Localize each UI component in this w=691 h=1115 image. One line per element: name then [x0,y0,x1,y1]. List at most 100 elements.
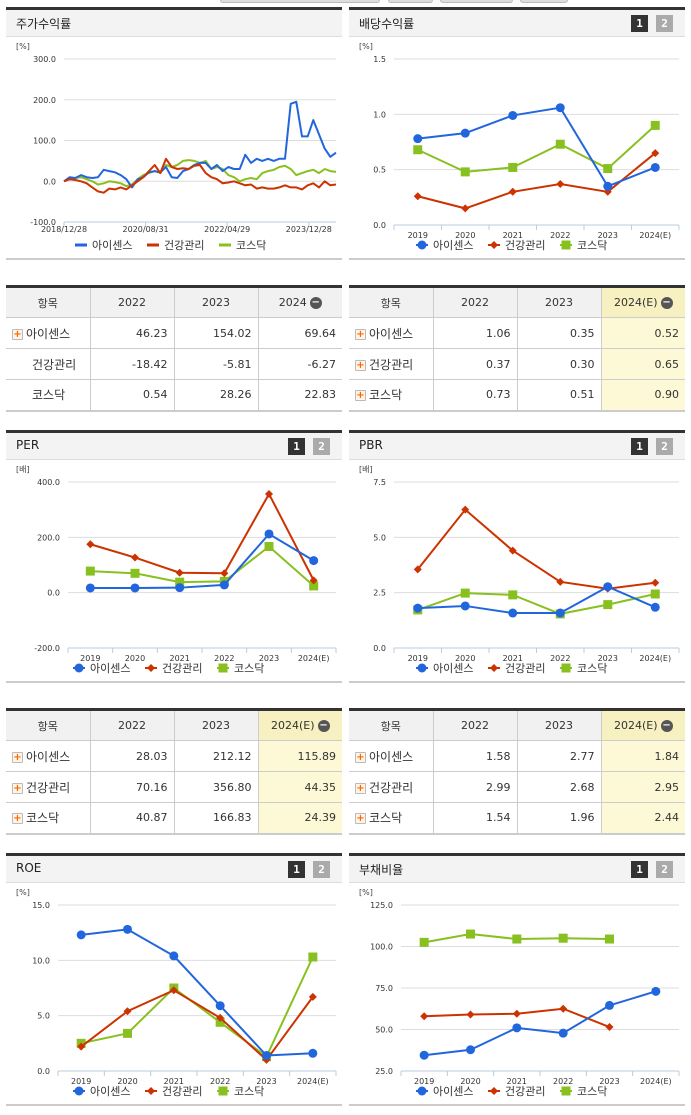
cell: 154.02 [174,317,259,349]
debt-ratio-panel: 부채비율 1 2 [%] 125.0 100.0 75.0 50.0 25.0 2019 20… [349,853,685,1106]
svg-text:2022: 2022 [550,654,570,663]
svg-text:건강관리: 건강관리 [505,1085,545,1098]
col-header: 항목 [6,286,91,318]
cell: 0.52 [601,317,685,349]
legend-item[interactable]: 코스닥 [560,239,607,252]
stock-return-table: 항목 2022 2023 2024− + 아이센스 46.23 154.02 69… [6,285,342,412]
svg-text:코스닥: 코스닥 [234,1085,264,1098]
top-tab[interactable] [440,0,513,3]
top-tab-strip [0,0,691,4]
page-1-button[interactable]: 1 [288,861,305,878]
col-header: 2023 [517,286,602,318]
row-name: + 아이센스 [349,317,434,349]
col-header: 2022 [433,709,518,741]
svg-text:2023: 2023 [259,654,279,663]
roe-panel: ROE 1 2 [%] 15.0 10.0 5.0 0.0 2019 2020 2021 202… [6,853,342,1106]
expand-icon[interactable]: + [355,359,366,371]
table-row: 건강관리 -18.42 -5.81 -6.27 [6,348,342,380]
expand-icon[interactable]: + [12,813,23,825]
series-1 [77,986,317,1064]
cell: 0.73 [433,379,518,411]
svg-text:50.0: 50.0 [375,1026,393,1035]
legend-item[interactable]: 코스닥 [217,662,264,675]
svg-text:-200.0: -200.0 [34,644,60,653]
expand-icon[interactable]: + [355,390,366,402]
page-1-button[interactable]: 1 [631,861,648,878]
legend-item[interactable]: 아이센스 [73,1085,130,1098]
pbr-chart: [배] 7.5 5.0 2.5 0.0 2019 2020 2021 2022 2023 2024(… [349,460,685,683]
legend-item[interactable]: 코스닥 [217,1085,264,1098]
series-0 [85,529,319,593]
svg-text:2019: 2019 [408,654,428,663]
svg-text:2023/12/28: 2023/12/28 [286,225,332,234]
legend-item[interactable]: 코스닥 [560,662,607,675]
svg-text:건강관리: 건강관리 [505,662,545,675]
svg-text:2019: 2019 [71,1077,91,1086]
top-tab[interactable] [220,0,380,3]
legend-item[interactable]: 건강관리 [488,1085,545,1098]
page-2-button[interactable]: 2 [313,861,330,878]
cell: 28.03 [90,740,175,772]
expand-icon[interactable]: + [12,782,23,794]
svg-text:[%]: [%] [359,888,373,897]
collapse-icon[interactable]: − [660,720,673,732]
legend-item[interactable]: 아이센스 [416,239,473,252]
col-header: 2024(E) − [601,286,685,318]
svg-text:125.0: 125.0 [370,901,393,910]
legend-item[interactable]: 아이센스 [416,1085,473,1098]
legend-item[interactable]: 건강관리 [145,1085,202,1098]
collapse-icon[interactable]: − [309,297,322,309]
legend-item[interactable]: 아이센스 [75,239,132,252]
panel-title: ROE [16,861,42,875]
page-1-button[interactable]: 1 [631,438,648,455]
expand-icon[interactable]: + [355,751,366,763]
dividend-table: 항목 2022 2023 2024(E) − + 아이센스 1.06 0.35 0.… [349,285,685,412]
svg-text:2021: 2021 [503,654,523,663]
top-tab[interactable] [388,0,433,3]
legend-item[interactable]: 아이센스 [73,662,130,675]
legend-item[interactable]: 아이센스 [416,662,473,675]
chart-svg: [%]1.5 1.0 0.5 0.0 2019 2020 2021 2022 2023 2024(… [359,42,680,252]
svg-text:0.0: 0.0 [43,177,56,186]
svg-text:[%]: [%] [16,42,30,51]
row-name: + 건강관리 [6,771,91,803]
svg-text:2022: 2022 [553,1077,573,1086]
panel-title: PER [16,438,40,452]
page-2-button[interactable]: 2 [313,438,330,455]
page-1-button[interactable]: 1 [288,438,305,455]
svg-text:코스닥: 코스닥 [577,662,607,675]
series-0 [419,986,661,1060]
expand-icon[interactable]: + [355,328,366,340]
page-2-button[interactable]: 2 [656,438,673,455]
page-2-button[interactable]: 2 [656,861,673,878]
expand-icon[interactable]: + [355,813,366,825]
pbr-table: 항목 2022 2023 2024(E) − + 아이센스 1.58 2.77 1.… [349,708,685,835]
legend-item[interactable]: 코스닥 [560,1085,607,1098]
page-2-button[interactable]: 2 [656,15,673,32]
collapse-icon[interactable]: − [317,720,330,732]
series-1 [420,1004,614,1032]
svg-text:코스닥: 코스닥 [577,239,607,252]
legend-item[interactable]: 건강관리 [147,239,204,252]
series-2 [85,542,319,591]
panel-title: 주가수익률 [16,17,72,31]
col-header: 2024(E) − [601,709,685,741]
table-row: + 아이센스 46.23 154.02 69.64 [6,317,342,349]
stock-return-chart: [%] 300.0 200.0 100.0 0.0 -100.0 2018/12/28 202… [6,37,342,260]
collapse-icon[interactable]: − [660,297,673,309]
row-name: + 코스닥 [6,802,91,834]
legend-item[interactable]: 코스닥 [219,239,266,252]
cell: 212.12 [174,740,259,772]
cell: 0.90 [601,379,685,411]
stock-return-panel: 주가수익률 [%] 300.0 200.0 100.0 0.0 -100.0 2018/12… [6,7,342,260]
svg-text:아이센스: 아이센스 [433,1085,473,1098]
expand-icon[interactable]: + [12,751,23,763]
legend-item[interactable]: 건강관리 [145,662,202,675]
expand-icon[interactable]: + [355,782,366,794]
svg-text:1.5: 1.5 [373,55,386,64]
legend-item[interactable]: 건강관리 [488,662,545,675]
legend-item[interactable]: 건강관리 [488,239,545,252]
expand-icon[interactable]: + [12,328,23,340]
top-tab[interactable] [520,0,568,3]
page-1-button[interactable]: 1 [631,15,648,32]
